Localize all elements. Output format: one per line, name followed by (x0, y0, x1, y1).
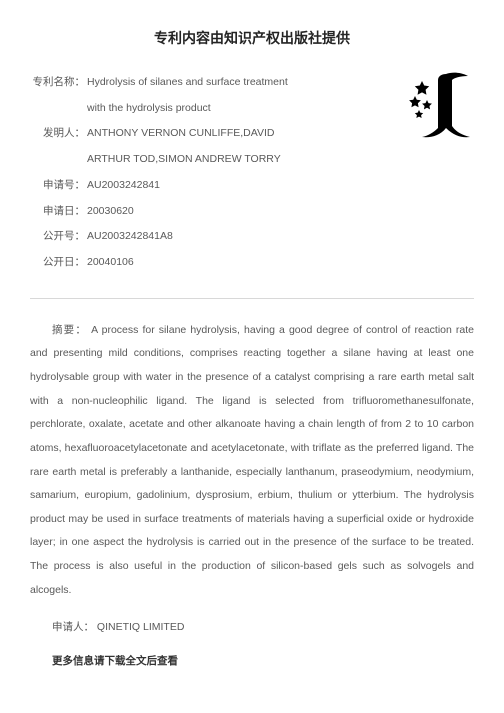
patent-name-label: 专利名称： (30, 70, 85, 96)
app-no-value: AU2003242841 (85, 173, 160, 199)
applicant-row: 申请人： QINETIQ LIMITED (30, 616, 474, 639)
applicant-value: QINETIQ LIMITED (97, 621, 185, 633)
pub-date-value: 20040106 (85, 250, 134, 276)
blank-label (30, 147, 85, 173)
applicant-label: 申请人： (52, 621, 94, 633)
app-date-row: 申请日： 20030620 (30, 199, 474, 225)
pub-no-label: 公开号： (30, 224, 85, 250)
patent-name-value-2: with the hydrolysis product (85, 96, 211, 122)
pub-date-label: 公开日： (30, 250, 85, 276)
abstract-text: A process for silane hydrolysis, having … (30, 324, 474, 596)
app-no-row: 申请号： AU2003242841 (30, 173, 474, 199)
metadata-block: 专利名称： Hydrolysis of silanes and surface … (30, 70, 474, 276)
patent-logo-icon (404, 70, 474, 153)
app-date-label: 申请日： (30, 199, 85, 225)
divider (30, 298, 474, 299)
abstract-block: 摘要： A process for silane hydrolysis, hav… (30, 319, 474, 603)
app-no-label: 申请号： (30, 173, 85, 199)
app-date-value: 20030620 (85, 199, 134, 225)
pub-date-row: 公开日： 20040106 (30, 250, 474, 276)
patent-name-value: Hydrolysis of silanes and surface treatm… (85, 70, 288, 96)
abstract-label: 摘要： (52, 324, 87, 336)
blank-label (30, 96, 85, 122)
inventor-label: 发明人： (30, 121, 85, 147)
inventor-value-2: ARTHUR TOD,SIMON ANDREW TORRY (85, 147, 281, 173)
pub-no-row: 公开号： AU2003242841A8 (30, 224, 474, 250)
pub-no-value: AU2003242841A8 (85, 224, 173, 250)
more-info: 更多信息请下载全文后查看 (30, 653, 474, 668)
inventor-value: ANTHONY VERNON CUNLIFFE,DAVID (85, 121, 274, 147)
page-title: 专利内容由知识产权出版社提供 (30, 28, 474, 48)
